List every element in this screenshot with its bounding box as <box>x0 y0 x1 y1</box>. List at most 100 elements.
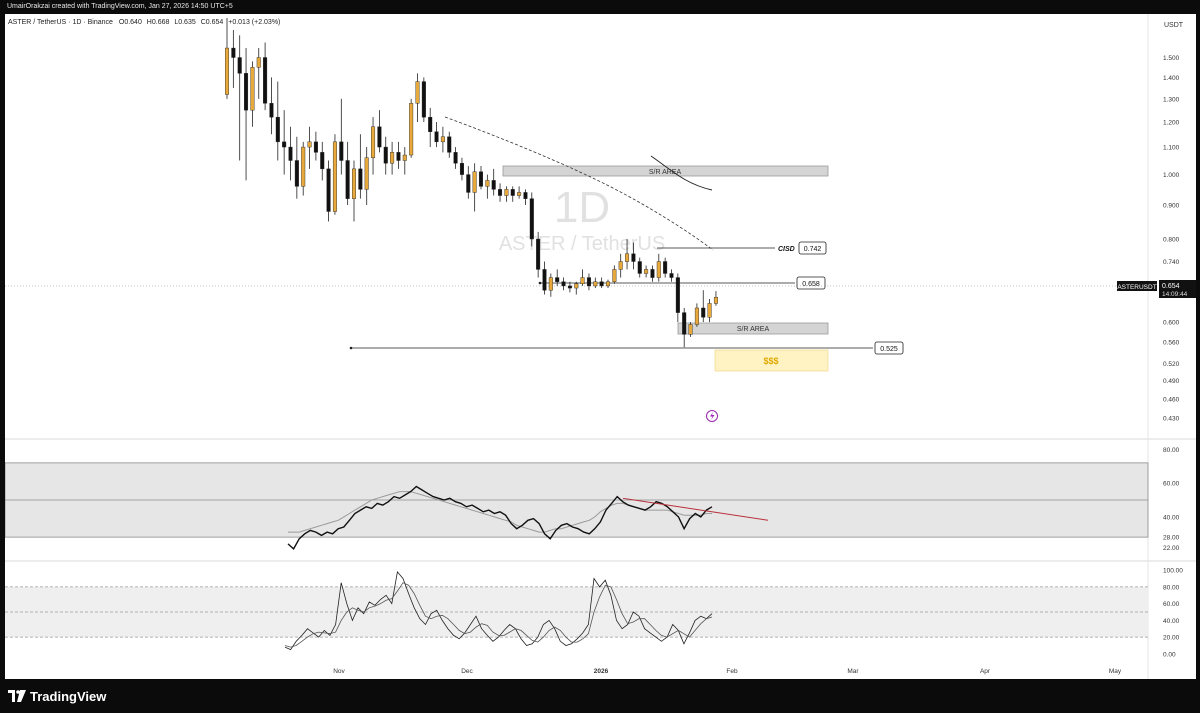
candle-body <box>237 57 242 74</box>
candle-body <box>510 189 515 196</box>
footer-bar: TradingView <box>0 679 1200 713</box>
stoch-k-line <box>284 570 713 651</box>
candle-body <box>345 160 350 199</box>
candle-body <box>402 154 407 161</box>
candle-body <box>275 116 280 143</box>
candle-body <box>313 141 318 153</box>
time-axis[interactable]: Nov Dec 2026 Feb Mar Apr May <box>333 668 1122 675</box>
candle-body <box>294 160 299 187</box>
candle-body <box>231 47 236 58</box>
candle-body <box>713 296 718 304</box>
tradingview-logo-text: TradingView <box>30 688 107 704</box>
time-tick-label: May <box>1109 668 1122 675</box>
rsi-tick-label: 28.00 <box>1163 535 1180 542</box>
candle-body <box>250 67 255 111</box>
candles-layer[interactable] <box>224 18 718 348</box>
candle-body <box>364 157 369 190</box>
price-tick-label: 0.430 <box>1163 416 1180 423</box>
level-525-box <box>874 341 904 355</box>
candle-body <box>567 285 572 289</box>
candle-body <box>326 168 331 212</box>
sr-area-lower-label: S/R AREA <box>737 326 770 333</box>
candle-body <box>517 192 522 196</box>
candle-body <box>625 253 630 262</box>
candle-body <box>586 277 591 287</box>
rsi-pane[interactable]: 80.00 60.00 40.00 28.00 22.00 <box>4 447 1180 552</box>
time-tick-label: Nov <box>333 668 345 675</box>
candle-body <box>555 277 560 282</box>
candle-body <box>644 269 649 274</box>
candle-body <box>352 168 357 199</box>
candle-body <box>428 116 433 132</box>
candle-body <box>529 198 534 240</box>
candle-body <box>377 126 382 148</box>
candle-body <box>593 281 598 287</box>
candle-body <box>682 312 687 335</box>
liquidity-label: $$$ <box>763 356 778 366</box>
candle-body <box>656 261 661 278</box>
ticker-tag <box>1117 281 1157 291</box>
price-axis[interactable]: 1.500 1.400 1.300 1.200 1.100 1.000 0.900 0.800… <box>1163 55 1180 423</box>
candle-body <box>574 283 579 289</box>
candle-body <box>650 269 655 278</box>
cisd-value-box <box>798 241 827 255</box>
candle-body <box>618 261 623 270</box>
candle-body <box>479 171 484 187</box>
rsi-tick-label: 80.00 <box>1163 447 1180 454</box>
candle-body <box>485 180 490 187</box>
candle-body <box>504 189 509 196</box>
price-tick-label: 1.300 <box>1163 96 1180 103</box>
price-tick-label: 0.600 <box>1163 320 1180 327</box>
candle-body <box>606 281 611 287</box>
stoch-tick-label: 80.00 <box>1163 584 1180 591</box>
candle-body <box>523 192 528 199</box>
candle-body <box>536 238 541 270</box>
watermark-pair: ASTER / TetherUS <box>499 233 665 255</box>
sr-area-lower[interactable] <box>677 322 829 335</box>
stoch-pane[interactable]: 100.00 80.00 60.00 40.00 20.00 0.00 <box>5 568 1183 659</box>
candle-body <box>612 269 617 282</box>
stoch-tick-label: 100.00 <box>1163 568 1183 575</box>
candle-body <box>459 163 464 175</box>
time-tick-label: Mar <box>847 668 859 675</box>
top-credit-bar: UmairOrakzai created with TradingView.co… <box>0 0 1200 14</box>
price-tick-label: 1.500 <box>1163 55 1180 62</box>
candle-body <box>301 146 306 187</box>
cisd-label: CISD <box>778 246 795 253</box>
time-tick-label: 2026 <box>594 668 609 675</box>
stoch-tick-label: 20.00 <box>1163 635 1180 642</box>
candle-body <box>415 81 420 104</box>
sr-area-upper-label: S/R AREA <box>649 169 682 176</box>
liquidity-box[interactable] <box>714 349 829 372</box>
credit-text: UmairOrakzai created with TradingView.co… <box>7 3 233 10</box>
candle-body <box>440 136 445 143</box>
price-tick-label: 0.490 <box>1163 378 1180 385</box>
candle-body <box>663 261 668 274</box>
candle-body <box>383 146 388 164</box>
candle-body <box>390 152 395 164</box>
chart-svg[interactable]: ASTER / TetherUS · 1D · Binance O0.640 H… <box>4 14 1196 679</box>
price-tick-label: 1.400 <box>1163 75 1180 82</box>
time-tick-label: Apr <box>980 668 991 675</box>
candle-body <box>358 168 363 190</box>
lightning-icon[interactable] <box>706 410 718 422</box>
candle-body <box>675 277 680 313</box>
ticker-tag-text: ASTERUSDT <box>1117 284 1156 291</box>
candle-body <box>434 131 439 143</box>
rsi-line <box>287 485 713 551</box>
candle-body <box>580 277 585 285</box>
candle-body <box>548 277 553 291</box>
candle-body <box>542 269 547 291</box>
price-tick-label: 1.000 <box>1163 172 1180 179</box>
candle-body <box>466 174 471 193</box>
candle-body <box>307 141 312 148</box>
countdown-value: 14:09:44 <box>1162 291 1188 298</box>
rsi-tick-label: 22.00 <box>1163 545 1180 552</box>
price-tick-label: 0.740 <box>1163 259 1180 266</box>
candle-body <box>561 281 566 287</box>
rsi-tick-label: 40.00 <box>1163 514 1180 521</box>
chart-frame[interactable]: ASTER / TetherUS · 1D · Binance O0.640 H… <box>4 14 1196 679</box>
candle-body <box>396 152 401 161</box>
level-658-value: 0.658 <box>802 281 820 288</box>
tradingview-logo[interactable]: TradingView <box>8 688 106 704</box>
